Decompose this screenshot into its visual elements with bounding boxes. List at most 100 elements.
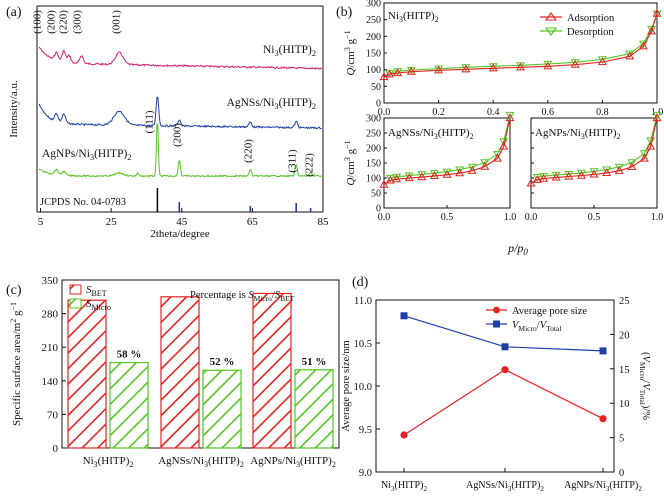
xrd-x-tick-label: 65 [247, 216, 259, 228]
isotherm-y-tick-label: 100 [366, 65, 381, 76]
isotherm-y-tick-label: 50 [371, 82, 381, 93]
xrd-ag-peak-label: (220) [243, 139, 255, 163]
legend-desorption-label: Desorption [567, 27, 614, 38]
bar-y-tick-label: 350 [42, 275, 59, 287]
xrd-x-tick-label: 85 [318, 216, 330, 228]
surface-area-y-axis-label: Specific surface area/m2 g−1 [9, 302, 23, 426]
adsorption-marker [551, 172, 561, 181]
isotherm-x-tick-label: 0.5 [441, 212, 454, 223]
desorption-line [537, 114, 658, 178]
panel-d: (d) 9.0 9.5 10.0 10.5 11.0 0 5 10 15 20 25 Ni3(HITP… [341, 275, 651, 493]
adsorption-marker [429, 171, 439, 179]
bar-percentage-label: 58 % [117, 349, 142, 361]
xrd-x-tick-label: 5 [38, 216, 44, 228]
xrd-ag-peak-label: (111) [144, 110, 156, 133]
isotherm-x-tick-label: 1.0 [504, 212, 517, 223]
desorption-marker [417, 171, 427, 180]
xrd-plot: 5 25 45 65 85 Ni3(HITP)2 AgNSs/Ni3(HITP)2 AgNPs… [32, 10, 329, 228]
adsorption-marker [652, 8, 662, 17]
desorption-marker [455, 166, 465, 175]
legend-volume-ratio-marker [493, 320, 500, 328]
bar-y-tick-label: 140 [42, 376, 59, 388]
adsorption-line [383, 13, 658, 78]
isotherm-y-axis-label: Q/cm3 g−1 [343, 30, 357, 75]
bar-category-label: AgNSs/Ni3(HITP)2 [158, 455, 244, 469]
adsorption-marker [455, 168, 465, 177]
panel-b-letter: (b) [336, 5, 353, 20]
isotherm-title: AgNPs/Ni3(HITP)2 [535, 127, 621, 141]
legend-pore-size-marker [493, 306, 500, 314]
xrd-reference-label: JCPDS No. 04-0783 [40, 197, 126, 208]
adsorption-marker [406, 66, 416, 75]
adsorption-marker [505, 113, 515, 122]
legend-pore-size-label: Average pore size [512, 306, 587, 317]
bar-y-tick-label: 280 [42, 309, 59, 321]
desorption-marker [589, 168, 599, 177]
legend-adsorption-marker [544, 12, 558, 21]
desorption-marker [551, 171, 561, 180]
isotherm-y-tick-label: 150 [366, 49, 381, 60]
ratio-y-tick-label: 20 [619, 330, 630, 341]
xrd-ag-peak-label: (222) [304, 153, 316, 177]
xrd-x-axis-label: 2theta/degree [150, 228, 209, 240]
isotherm-x-tick-label: 0.8 [596, 107, 609, 118]
desorption-marker [564, 171, 574, 179]
panel-c: (c) 0 70 140 210 280 350 58 % Ni3(HITP)2 52 % AgN… [6, 275, 340, 469]
adsorption-marker [627, 162, 637, 170]
ratio-y-tick-label: 25 [619, 296, 630, 307]
xrd-ni-peak-label: (001) [111, 10, 123, 34]
isotherm-subplot: 0 50 100 150 200 250 300 0.0 0.5 1.0 AgNSs/Ni3(HIT… [343, 111, 517, 223]
adsorption-marker [602, 168, 612, 176]
isotherm-y-tick-label: 150 [366, 159, 381, 170]
adsorption-marker [461, 64, 471, 73]
adsorption-marker [639, 153, 649, 162]
isotherm-title: Ni3(HITP)2 [388, 10, 439, 24]
ratio-y-tick-label: 5 [619, 434, 624, 445]
xrd-label-agnps: AgNPs/Ni3(HITP)2 [42, 148, 131, 162]
desorption-marker [505, 111, 515, 120]
isotherm-y-tick-label: 300 [366, 114, 381, 125]
desorption-marker [625, 50, 635, 59]
pore-size-line [403, 369, 604, 436]
adsorption-marker [646, 141, 656, 150]
xrd-x-tick-label: 45 [176, 216, 188, 228]
adsorption-marker [614, 165, 624, 174]
adsorption-marker [570, 59, 580, 68]
adsorption-marker [576, 170, 586, 179]
adsorption-marker [597, 57, 607, 66]
panel-a-letter: (a) [6, 5, 22, 20]
xrd-ni-peak-label: (300) [72, 10, 84, 34]
bar-smicro [294, 369, 334, 449]
xrd-y-axis-label: Intensity/a.u. [8, 80, 20, 138]
bar-percentage-label: 52 % [210, 356, 235, 368]
legend-sbet-swatch [69, 284, 82, 295]
adsorption-marker [564, 171, 574, 180]
adsorption-marker [480, 161, 490, 170]
adsorption-marker [526, 178, 536, 187]
pore-category-label: Ni3(HITP)2 [381, 480, 427, 493]
adsorption-line [383, 117, 511, 186]
pore-y-tick-label: 10.5 [354, 339, 372, 350]
isotherm-x-tick-label: 0.0 [378, 212, 391, 223]
pore-size-point [400, 431, 408, 439]
desorption-marker [442, 168, 452, 177]
adsorption-marker [532, 174, 542, 183]
desorption-marker [385, 174, 395, 183]
isotherm-subplot: 0.0 0.5 1.0 AgNPs/Ni3(HITP)2 [525, 111, 663, 223]
bar-percentage-label: 51 % [302, 356, 327, 368]
adsorption-line [530, 117, 658, 184]
isotherm-x-axis-label: p/p0 [507, 241, 528, 257]
pore-plot: 9.0 9.5 10.0 10.5 11.0 0 5 10 15 20 25 Ni3(HITP)2 Ag… [354, 296, 643, 493]
adsorption-marker [379, 179, 389, 188]
volume-ratio-y-axis-label: (VMicro/VTotal)/% [638, 352, 651, 420]
legend-volume-ratio-label: VMicro/VTotal [512, 320, 561, 333]
pore-y-tick-label: 9.0 [359, 468, 372, 479]
pore-category-label: AgNPs/Ni3(HITP)2 [564, 480, 642, 493]
adsorption-marker [393, 68, 403, 77]
xrd-label-agnss: AgNSs/Ni3(HITP)2 [227, 97, 316, 111]
adsorption-marker [492, 153, 502, 162]
bar-y-tick-label: 0 [53, 443, 59, 455]
surface-area-bars: 0 70 140 210 280 350 58 % Ni3(HITP)2 52 % AgNSs/N… [42, 275, 336, 469]
